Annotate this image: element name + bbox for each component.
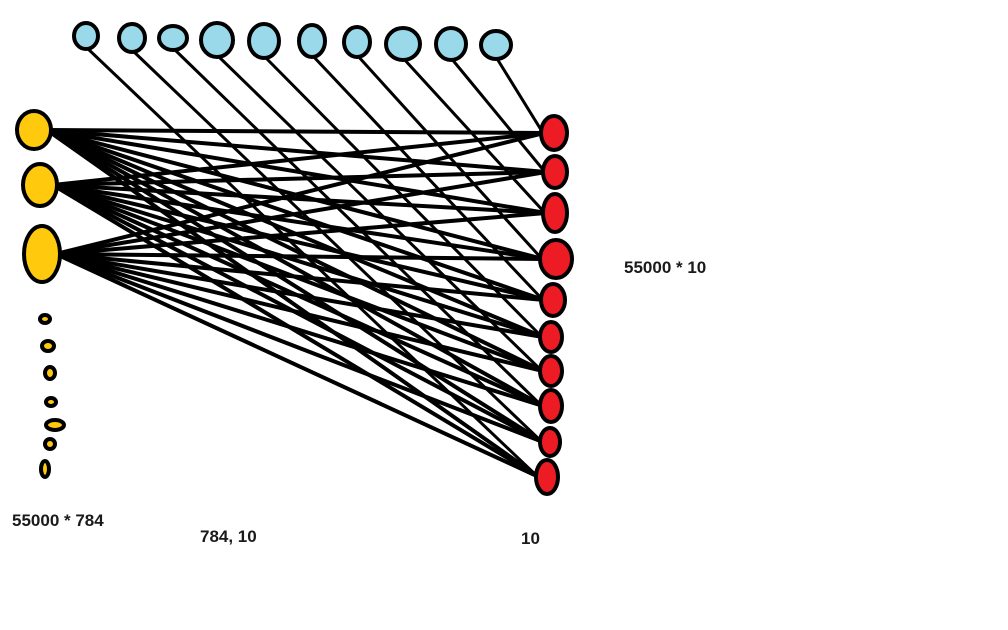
output-node-7 <box>538 354 564 388</box>
edge-input-1-output-7 <box>45 128 545 373</box>
input-node-3 <box>22 224 62 284</box>
output-shape-label: 55000 * 10 <box>624 258 707 277</box>
input-node-small-7 <box>39 459 51 479</box>
edge-bias-5-output-6 <box>262 54 544 339</box>
output-node-6 <box>538 320 564 354</box>
output-node-5 <box>539 282 567 318</box>
edge-input-1-output-2 <box>45 128 548 174</box>
input-node-small-2 <box>40 339 56 353</box>
bias-node-1 <box>72 21 100 51</box>
edge-input-3-output-1 <box>54 131 546 256</box>
edge-bias-9-output-2 <box>449 56 547 174</box>
edge-bias-2-output-9 <box>130 48 544 444</box>
output-count-label: 10 <box>521 529 540 548</box>
input-node-small-3 <box>43 365 57 381</box>
edge-input-3-output-6 <box>54 252 545 339</box>
bias-node-2 <box>117 22 147 54</box>
bias-node-6 <box>297 23 327 59</box>
input-node-1 <box>15 109 53 151</box>
edge-input-2-output-6 <box>51 183 545 339</box>
edge-bias-1-output-10 <box>84 45 540 479</box>
bias-node-3 <box>157 24 189 52</box>
edge-input-3-output-10 <box>54 252 541 479</box>
output-node-9 <box>538 426 562 458</box>
edge-bias-10-output-1 <box>494 55 545 135</box>
bias-node-4 <box>199 21 235 59</box>
edge-input-2-output-1 <box>51 131 546 187</box>
edge-input-3-output-3 <box>54 211 548 256</box>
bias-node-8 <box>384 26 422 62</box>
output-node-8 <box>538 388 564 424</box>
edge-input-2-output-5 <box>51 183 546 302</box>
weight-shape-label: 784, 10 <box>200 527 257 546</box>
edge-input-3-output-8 <box>54 252 545 408</box>
output-node-1 <box>539 114 569 152</box>
edge-bias-6-output-5 <box>310 53 545 302</box>
input-node-small-5 <box>44 418 66 432</box>
edge-input-2-output-4 <box>51 183 545 261</box>
edge-input-2-output-3 <box>51 183 548 215</box>
bias-node-7 <box>342 25 372 59</box>
input-node-small-6 <box>43 437 57 451</box>
bias-node-5 <box>247 22 281 60</box>
input-node-small-4 <box>44 396 58 408</box>
edge-input-3-output-9 <box>54 252 545 444</box>
edge-bias-7-output-4 <box>355 53 544 261</box>
input-shape-label: 55000 * 784 <box>12 511 104 530</box>
input-node-small-1 <box>38 313 52 325</box>
output-node-2 <box>541 154 569 190</box>
output-node-3 <box>541 192 569 234</box>
output-node-4 <box>538 238 574 280</box>
edge-input-1-output-3 <box>45 128 548 215</box>
bias-node-10 <box>479 29 513 61</box>
edge-bias-3-output-8 <box>171 46 544 408</box>
bias-node-9 <box>434 26 468 62</box>
connection-lines <box>45 45 548 479</box>
edge-input-3-output-7 <box>54 252 545 373</box>
edge-input-3-output-4 <box>54 252 545 261</box>
edge-bias-8-output-3 <box>401 56 547 215</box>
input-node-2 <box>21 162 59 208</box>
output-node-10 <box>534 458 560 496</box>
neuron-nodes <box>15 21 574 496</box>
edge-bias-4-output-7 <box>215 53 544 373</box>
